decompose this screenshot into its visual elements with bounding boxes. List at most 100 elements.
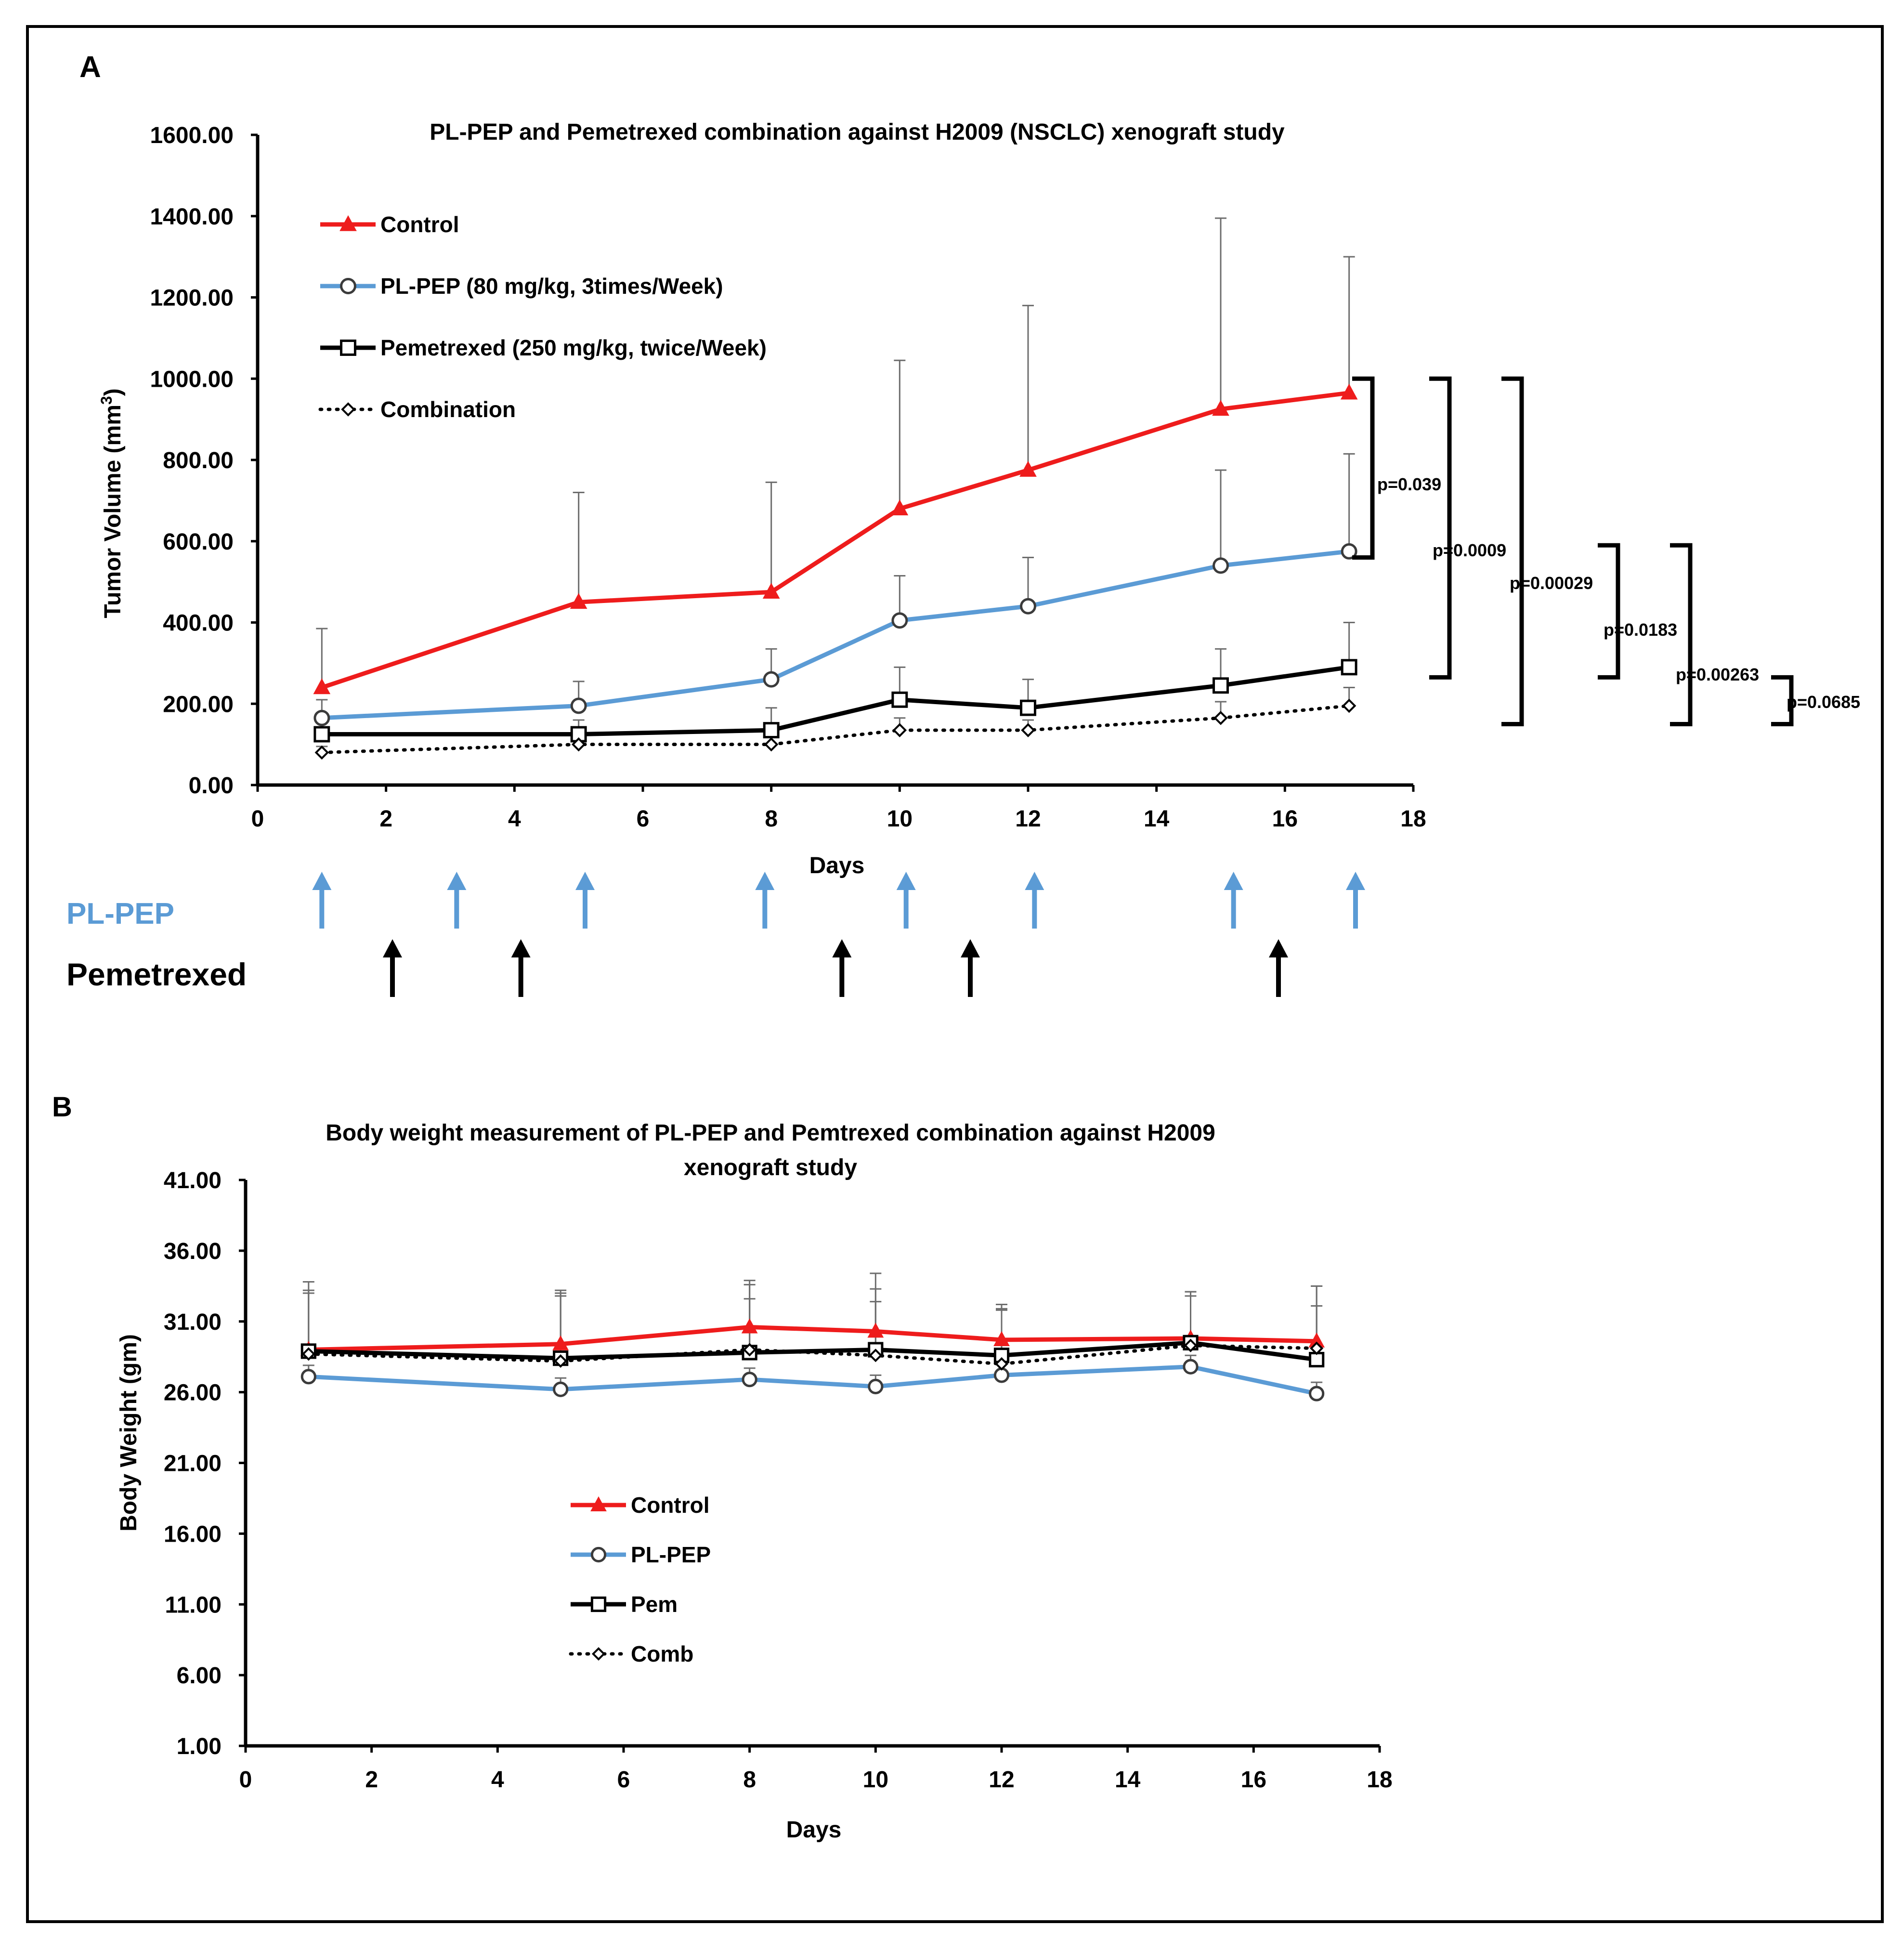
panel-b-y-axis-label: Body Weight (gm) (116, 1334, 142, 1532)
panel-a-point-control (1212, 400, 1229, 416)
panel-a-legend-label-pl-pep: PL-PEP (80 mg/kg, 3times/Week) (380, 274, 723, 299)
panel-b-x-tick-label: 16 (1241, 1767, 1266, 1793)
panel-a-letter: A (79, 51, 101, 84)
panel-a-x-tick-label: 12 (1015, 806, 1041, 832)
panel-a-y-axis-label: Tumor Volume (mm3) (98, 388, 126, 618)
pemetrexed-dose-arrow-head (511, 939, 531, 957)
panel-b-legend-marker-pem (590, 1596, 607, 1612)
significance-p-value: p=0.039 (1377, 474, 1441, 494)
panel-b-y-tick-label: 11.00 (165, 1592, 222, 1618)
panel-b-x-tick-label: 8 (743, 1767, 756, 1793)
panel-a-point-control (313, 678, 331, 694)
panel-a-legend: Control PL-PEP (80 mg/kg, 3times/Week) Pem… (318, 212, 767, 422)
panel-a-point-combination (1213, 711, 1228, 725)
panel-a-point-pl-pep (1341, 543, 1357, 560)
panel-a-legend-marker-combination (341, 402, 355, 417)
panel-b-point-control (741, 1318, 758, 1334)
panel-b-legend-marker-comb (591, 1647, 606, 1661)
panel-a-data-points (313, 383, 1358, 760)
panel-b-y-tick-label: 1.00 (177, 1734, 222, 1759)
panel-a-x-tick-label: 16 (1272, 806, 1298, 832)
panel-a-y-tick-label: 1400.00 (150, 204, 234, 230)
panel-b-x-tick-label: 6 (617, 1767, 630, 1793)
panel-b-legend-marker-control (590, 1496, 607, 1511)
panel-a-y-tick-label: 800.00 (163, 448, 234, 473)
panel-a-x-axis-label: Days (809, 853, 865, 878)
panel-a-point-combination (1342, 698, 1356, 713)
significance-bracket (1598, 543, 1620, 680)
panel-a-point-control (1019, 460, 1037, 477)
panel-b-x-tick-label: 14 (1115, 1767, 1141, 1793)
panel-b-y-tick-label: 21.00 (164, 1451, 222, 1477)
panel-b-legend-label-pem: Pem (631, 1592, 678, 1617)
panel-b-x-tick-label: 2 (365, 1767, 378, 1793)
panel-a-point-control (570, 593, 587, 609)
panel-b-letter: B (52, 1091, 72, 1123)
panel-b-x-tick-label: 18 (1367, 1767, 1392, 1793)
panel-b-title-line-1: Body weight measurement of PL-PEP and Pe… (326, 1120, 1215, 1146)
panel-a-y-tick-label: 600.00 (163, 529, 234, 555)
panel-b-y-tick-label: 36.00 (164, 1239, 222, 1264)
panel-a-point-pemetrexed (1213, 677, 1229, 694)
panel-b-point-comb (869, 1349, 883, 1362)
panel-a-point-pemetrexed (763, 722, 780, 739)
panel-b: B Body weight measurement of PL-PEP and … (52, 1091, 1393, 1843)
panel-b-legend-label-control: Control (631, 1493, 710, 1518)
panel-b-y-tick-labels: 1.00 6.00 11.00 16.00 21.00 26.00 31.00 36.00 41… (164, 1168, 222, 1759)
panel-a-legend-marker-pl-pep (340, 278, 356, 294)
pl-pep-dose-arrow-head (312, 872, 332, 890)
panel-b-point-comb (743, 1343, 756, 1357)
panel-a-axes (251, 133, 1415, 792)
panel-b-point-control (993, 1331, 1010, 1346)
significance-p-value: p=0.00263 (1676, 665, 1759, 684)
panel-a-point-pl-pep (763, 671, 780, 688)
panel-a-point-combination (1021, 723, 1035, 737)
panel-b-y-tick-label: 6.00 (177, 1663, 222, 1689)
panel-a-y-tick-label: 1600.00 (150, 123, 234, 148)
significance-bracket (1771, 675, 1794, 726)
panel-b-point-control (867, 1323, 884, 1338)
panel-a-point-pl-pep (1213, 557, 1229, 574)
pl-pep-dose-arrow-head (755, 872, 775, 890)
panel-a-point-control (1340, 383, 1358, 400)
panel-b-x-tick-label: 12 (989, 1767, 1014, 1793)
panel-a-x-tick-label: 8 (765, 806, 778, 832)
panel-b-y-tick-label: 31.00 (164, 1310, 222, 1335)
panel-b-point-control (552, 1335, 569, 1350)
pl-pep-dose-arrow-head (1224, 872, 1243, 890)
panel-a-point-pl-pep (1020, 598, 1036, 615)
panel-a-legend-label-combination: Combination (380, 397, 516, 422)
panel-b-point-pem (1309, 1351, 1325, 1368)
panel-b-x-tick-label: 4 (491, 1767, 504, 1793)
panel-a-legend-label-pemetrexed: Pemetrexed (250 mg/kg, twice/Week) (380, 335, 767, 360)
panel-b-legend-label-comb: Comb (631, 1641, 693, 1666)
panel-b-axes (239, 1179, 1381, 1753)
significance-bracket (1429, 376, 1452, 680)
panel-a-x-tick-labels: 0 2 4 6 8 10 12 14 16 18 (251, 806, 1426, 832)
schedule-label-pemetrexed: Pemetrexed (66, 956, 247, 992)
panel-b-x-tick-label: 0 (239, 1767, 252, 1793)
panel-a-point-pemetrexed (1341, 659, 1357, 676)
panel-b-point-pl-pep (868, 1378, 884, 1394)
pemetrexed-dose-arrow-head (832, 939, 852, 957)
pl-pep-dose-arrow-head (575, 872, 595, 890)
schedule-label-pl-pep: PL-PEP (66, 897, 174, 930)
panel-a-point-combination (314, 745, 329, 760)
panel-b-y-tick-label: 16.00 (164, 1521, 222, 1547)
significance-bracket (1670, 543, 1693, 726)
panel-a-point-combination (571, 737, 586, 752)
significance-p-value: p=0.0009 (1433, 540, 1506, 560)
pl-pep-dose-arrow-head (896, 872, 916, 890)
panel-b-point-pl-pep (742, 1372, 757, 1388)
panel-a-y-tick-label: 1200.00 (150, 286, 234, 311)
panel-a-point-pl-pep (313, 709, 330, 726)
panel-a-y-tick-label: 1000.00 (150, 367, 234, 392)
significance-bracket (1352, 376, 1375, 560)
panel-a-x-tick-label: 14 (1144, 806, 1170, 832)
pl-pep-dose-arrow-head (1346, 872, 1365, 890)
panel-a-x-tick-label: 4 (508, 806, 521, 832)
significance-p-value: p=0.0183 (1604, 620, 1677, 640)
panel-b-y-tick-label: 41.00 (164, 1168, 222, 1193)
